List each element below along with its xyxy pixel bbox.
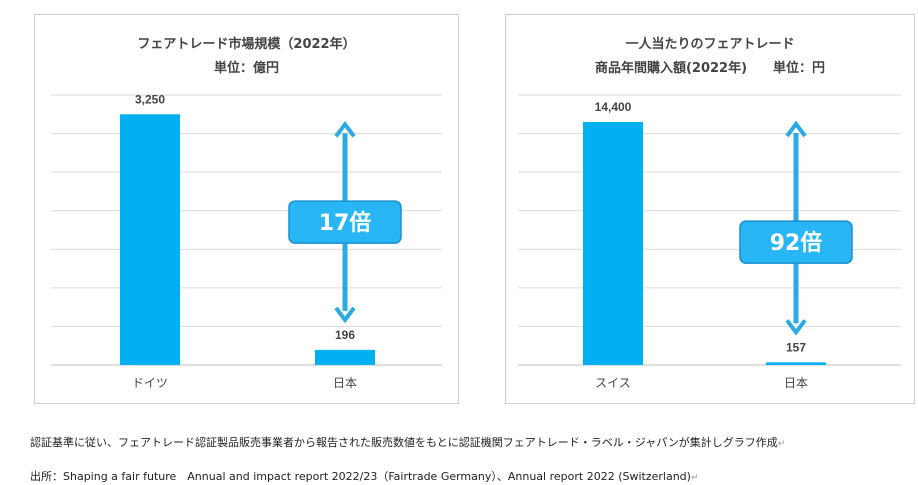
category-label: ドイツ — [132, 376, 168, 390]
chart-title: フェアトレード市場規模（2022年） — [137, 37, 356, 52]
data-label: 157 — [786, 340, 806, 354]
category-label: 日本 — [333, 376, 357, 390]
category-label: 日本 — [784, 376, 808, 390]
data-label: 3,250 — [135, 92, 165, 106]
ratio-callout-box — [288, 200, 402, 244]
chart-svg: 14,400 スイス 157 日本 92倍 — [518, 94, 901, 390]
arrow-head-down — [785, 319, 807, 336]
method-note: 認証基準に従い、フェアトレード認証製品販売事業者から報告された販売数値をもとに認… — [30, 434, 785, 450]
method-note-text: 認証基準に従い、フェアトレード認証製品販売事業者から報告された販売数値をもとに認… — [30, 436, 778, 449]
bar — [315, 349, 375, 365]
source-note-text: 出所：Shaping a fair future Annual and impa… — [30, 470, 691, 483]
return-mark: ↵ — [690, 473, 699, 483]
ratio-callout-label: 17倍 — [319, 210, 372, 236]
chart-svg: 3,250 ドイツ 196 日本 17倍 — [51, 92, 442, 390]
arrow-head-down — [334, 306, 356, 324]
bar — [766, 362, 826, 365]
chart-title: 一人当たりのフェアトレード — [625, 37, 795, 52]
category-label: スイス — [595, 376, 631, 390]
chart-subtitle: 商品年間購入額(2022年) 単位：円 — [594, 61, 826, 76]
return-mark: ↵ — [777, 439, 786, 449]
chart-panel-market-size: フェアトレード市場規模（2022年） 単位：億円 3,250 ドイツ 196 日本 17… — [34, 14, 459, 404]
data-label: 196 — [335, 328, 355, 342]
arrow-head-up — [785, 120, 807, 138]
source-note: 出所：Shaping a fair future Annual and impa… — [30, 468, 698, 484]
data-label: 14,400 — [595, 100, 632, 114]
bar — [120, 114, 180, 366]
ratio-callout-box — [739, 220, 853, 264]
ratio-callout-label: 92倍 — [770, 230, 823, 256]
bar — [583, 122, 643, 365]
arrow-head-up — [334, 120, 356, 138]
chart-subtitle: 単位：億円 — [213, 61, 279, 76]
chart-panel-per-capita: 一人当たりのフェアトレード 商品年間購入額(2022年) 単位：円 14,400… — [505, 14, 915, 404]
